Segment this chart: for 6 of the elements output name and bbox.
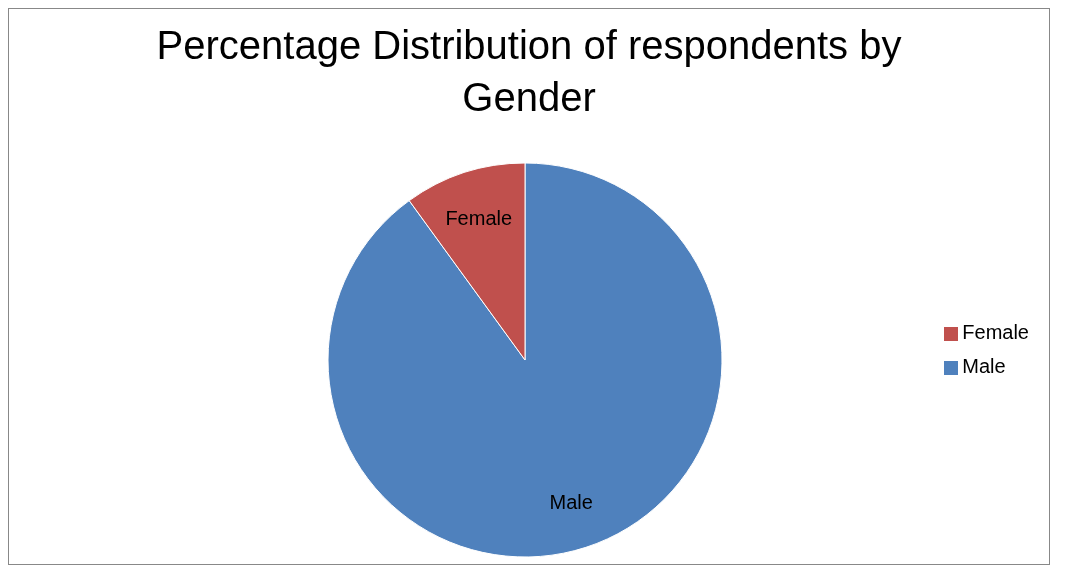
pie-slice <box>327 162 723 558</box>
legend-label: Female <box>962 321 1029 343</box>
slice-label: Female <box>445 206 513 229</box>
slice-label: Male <box>549 491 593 514</box>
chart-title: Percentage Distribution of respondents by Gender <box>155 22 903 121</box>
legend-label: Male <box>962 355 1006 377</box>
